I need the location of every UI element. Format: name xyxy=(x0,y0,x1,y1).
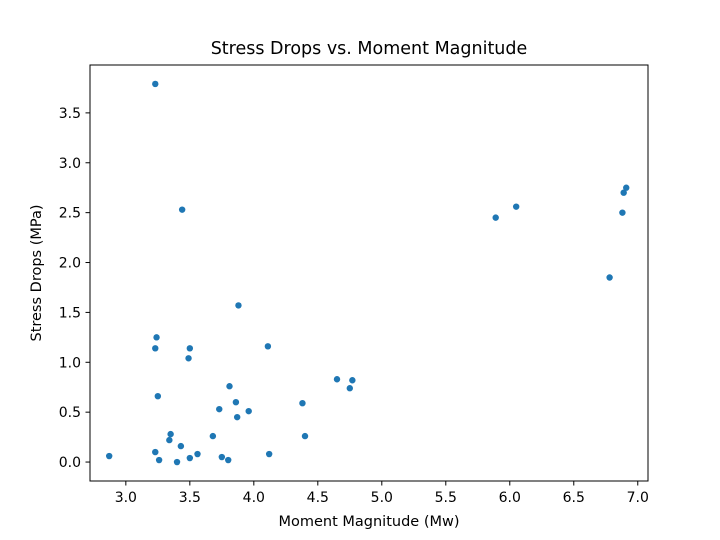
data-point xyxy=(349,377,356,384)
x-axis: 3.0 3.5 4.0 4.5 5.0 5.5 6.0 6.5 7.0 xyxy=(115,481,649,506)
data-point xyxy=(218,453,226,461)
data-point xyxy=(299,399,306,407)
y-tick-label: 0.5 xyxy=(59,405,81,421)
data-point xyxy=(154,393,162,400)
data-point xyxy=(232,398,240,406)
data-point xyxy=(492,214,499,221)
x-tick-label: 4.0 xyxy=(243,490,265,506)
data-point xyxy=(194,450,201,458)
data-point xyxy=(185,355,192,362)
data-point xyxy=(177,442,185,450)
x-tick-label: 3.5 xyxy=(179,490,201,506)
y-tick-label: 0.0 xyxy=(59,455,81,471)
x-tick-label: 6.0 xyxy=(499,490,521,506)
data-point xyxy=(620,189,627,196)
data-point xyxy=(152,80,159,88)
data-point xyxy=(235,302,242,309)
y-axis: 0.0 0.5 1.0 1.5 2.0 2.5 3.0 3.5 xyxy=(59,106,90,471)
data-point xyxy=(186,345,194,352)
plot-frame xyxy=(89,64,649,482)
y-tick-label: 1.5 xyxy=(59,305,81,321)
x-axis-title: Moment Magnitude (Mw) xyxy=(278,514,459,530)
data-point xyxy=(301,432,309,440)
data-point xyxy=(606,274,613,281)
data-point xyxy=(264,343,272,350)
data-point xyxy=(152,448,159,456)
y-tick-label: 3.5 xyxy=(59,106,81,122)
data-point xyxy=(346,385,353,392)
data-point xyxy=(623,184,630,191)
data-points-layer xyxy=(106,80,630,466)
y-axis-title: Stress Drops (MPa) xyxy=(29,204,45,341)
data-point xyxy=(106,452,113,460)
x-tick-label: 6.5 xyxy=(563,490,585,506)
data-point xyxy=(209,432,217,440)
chart-title: Stress Drops vs. Moment Magnitude xyxy=(211,39,528,59)
y-tick-label: 2.0 xyxy=(59,256,81,272)
data-point xyxy=(216,405,223,413)
data-point xyxy=(245,407,252,415)
y-tick-label: 3.0 xyxy=(59,156,81,172)
data-point xyxy=(619,209,626,216)
data-point xyxy=(265,450,273,458)
data-point xyxy=(153,334,160,341)
data-point xyxy=(186,454,194,462)
data-point xyxy=(152,345,159,352)
data-point xyxy=(226,383,233,390)
data-point xyxy=(173,458,181,466)
y-tick-label: 2.5 xyxy=(59,206,81,222)
data-point xyxy=(225,456,232,464)
data-point xyxy=(155,456,163,464)
y-tick-label: 1.0 xyxy=(59,355,81,371)
x-tick-label: 7.0 xyxy=(627,490,649,506)
data-point xyxy=(166,436,173,444)
data-point xyxy=(512,203,520,210)
data-point xyxy=(167,430,174,438)
x-tick-label: 4.5 xyxy=(307,490,329,506)
data-point xyxy=(233,413,241,421)
data-point xyxy=(178,206,186,213)
x-tick-label: 5.5 xyxy=(435,490,457,506)
x-tick-label: 5.0 xyxy=(371,490,393,506)
x-tick-label: 3.0 xyxy=(115,490,137,506)
data-point xyxy=(333,376,341,383)
